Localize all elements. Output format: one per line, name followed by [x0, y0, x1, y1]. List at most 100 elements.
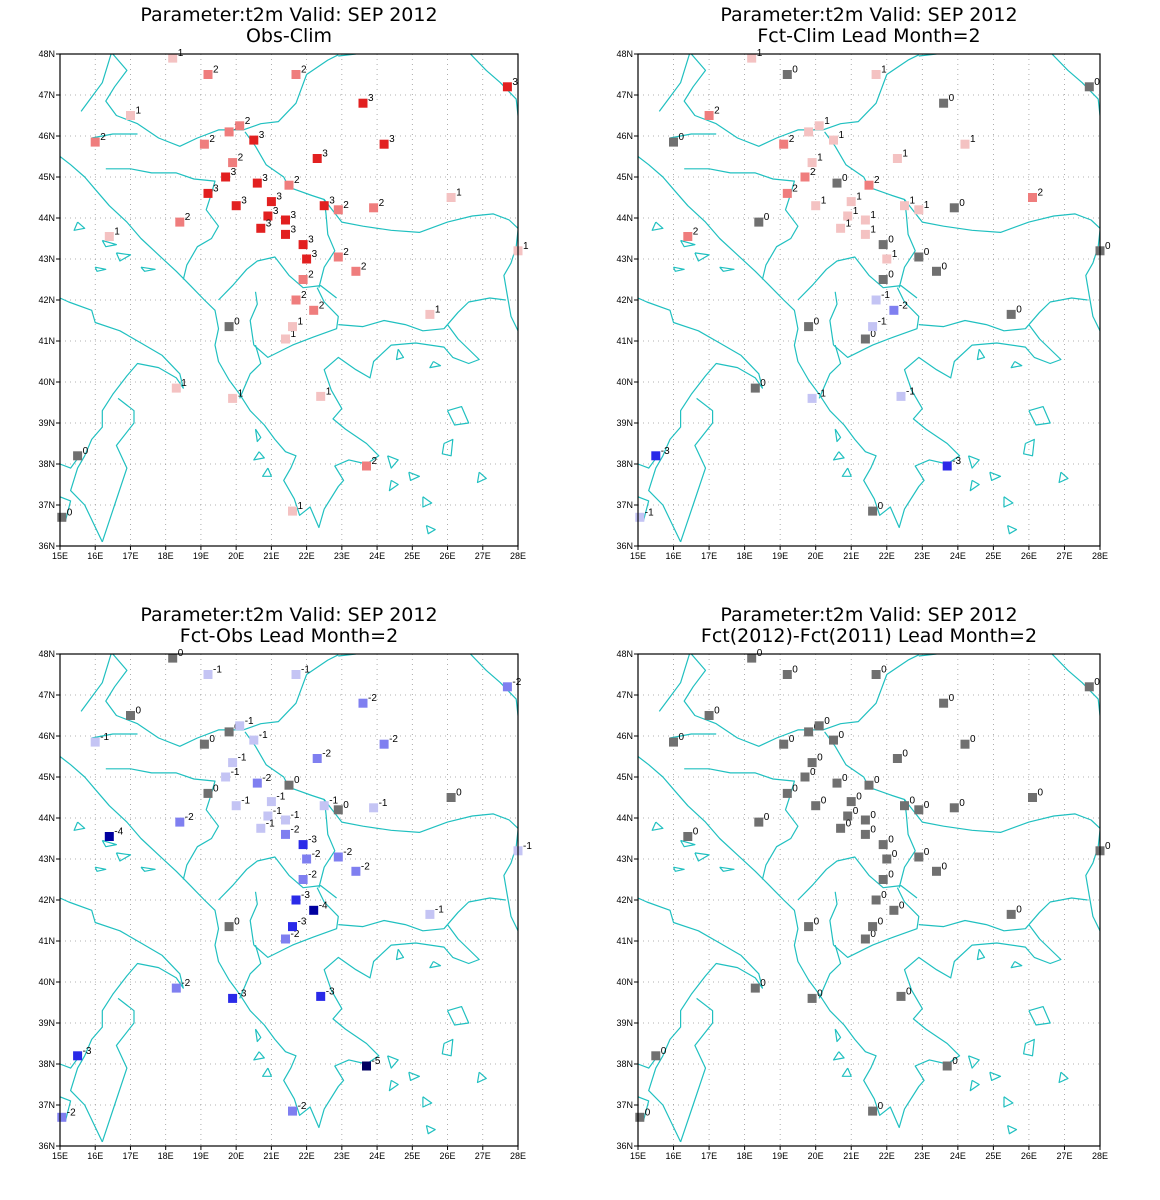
station-value: -3 — [83, 1046, 92, 1057]
station-marker: 0 — [1095, 241, 1111, 256]
station-marker: 0 — [1006, 304, 1022, 319]
station-square — [228, 758, 238, 768]
station-marker: 0 — [224, 917, 240, 932]
coastline — [422, 496, 433, 508]
station-square — [379, 739, 389, 749]
lat-tick-label: 38N — [38, 459, 55, 469]
station-square — [704, 711, 714, 720]
station-square — [73, 1051, 83, 1061]
coastline — [94, 866, 107, 872]
station-value: 3 — [231, 167, 237, 178]
lat-tick-label: 44N — [616, 213, 633, 223]
station-square — [298, 840, 308, 850]
station-value: 1 — [856, 192, 862, 203]
station-square — [203, 70, 213, 79]
station-square — [892, 154, 902, 163]
lon-tick-label: 18E — [158, 1151, 174, 1161]
station-value: 0 — [870, 929, 876, 940]
station-value: 1 — [291, 329, 297, 340]
station-value: 2 — [301, 290, 307, 301]
coastline — [446, 406, 470, 426]
station-marker: 0 — [203, 783, 219, 798]
station-value: -3 — [238, 988, 247, 999]
station-marker: -2 — [171, 978, 191, 993]
station-value: 1 — [523, 241, 529, 252]
station-value: -1 — [276, 792, 285, 803]
station-marker: -2 — [57, 1107, 76, 1122]
station-value: -2 — [368, 693, 377, 704]
station-marker: -4 — [309, 900, 328, 915]
lat-tick-label: 40N — [38, 377, 55, 387]
coastline — [1028, 406, 1051, 426]
station-value: 3 — [389, 134, 395, 145]
station-marker: 0 — [900, 796, 916, 811]
lat-tick-label: 36N — [38, 541, 55, 551]
station-marker: -1 — [266, 792, 286, 807]
station-value: 0 — [792, 783, 798, 794]
coastlines — [60, 54, 518, 543]
station-square — [878, 840, 888, 850]
station-square — [168, 53, 178, 63]
station-value: -1 — [238, 753, 247, 764]
lon-tick-label: 26E — [1021, 1151, 1037, 1161]
lon-tick-label: 19E — [772, 1151, 788, 1161]
coastline — [824, 131, 916, 288]
coastline — [244, 131, 336, 288]
station-square — [362, 1061, 371, 1071]
station-value: 0 — [817, 988, 823, 999]
station-value: 3 — [291, 224, 297, 235]
coastline — [683, 654, 920, 747]
map-panel-fct2012-fct2011: Parameter:t2m Valid: SEP 2012 Fct(2012)-… — [616, 604, 1111, 1161]
station-square — [1028, 793, 1037, 802]
station-square — [871, 895, 881, 905]
station-square — [900, 801, 909, 811]
lat-tick-label: 48N — [38, 49, 55, 59]
coastline — [80, 54, 112, 112]
station-marker: 3 — [221, 167, 237, 182]
coastline — [429, 960, 442, 969]
station-value: 1 — [924, 200, 930, 211]
lon-tick-label: 19E — [193, 551, 209, 561]
station-marker: 0 — [860, 810, 876, 825]
coastline — [101, 239, 118, 248]
coastline — [262, 467, 272, 477]
station-marker: -2 — [358, 693, 377, 708]
coastline — [672, 266, 685, 272]
station-value: 0 — [814, 317, 820, 328]
coastline — [244, 731, 336, 888]
station-marker: -2 — [351, 861, 370, 876]
station-marker: 0 — [871, 890, 887, 905]
station-marker: -3 — [316, 986, 335, 1001]
coastline — [1051, 54, 1100, 116]
station-value: 2 — [238, 153, 244, 164]
station-value: -3 — [952, 456, 961, 467]
station-value: -2 — [185, 812, 194, 823]
station-square — [635, 1112, 645, 1122]
station-square — [298, 275, 308, 284]
station-marker: 1 — [288, 501, 304, 516]
station-square — [1006, 309, 1016, 319]
station-value: 0 — [824, 716, 830, 727]
lon-tick-label: 26E — [1021, 551, 1037, 561]
station-marker: 3 — [358, 93, 374, 108]
station-square — [942, 1061, 952, 1071]
station-marker: 0 — [914, 800, 930, 815]
lon-tick-label: 27E — [1056, 1151, 1072, 1161]
station-square — [358, 98, 368, 108]
station-marker: 3 — [302, 249, 318, 264]
stations: 1223312222332333233332123321333321222210… — [57, 48, 529, 522]
coastline — [218, 856, 337, 901]
station-value: 0 — [878, 917, 884, 928]
station-marker: -1 — [221, 767, 240, 782]
lon-tick-label: 17E — [122, 1151, 138, 1161]
station-marker: 3 — [281, 210, 297, 225]
station-marker: -3 — [942, 456, 962, 471]
station-value: 0 — [888, 870, 894, 881]
station-square — [90, 737, 100, 747]
coastline — [719, 866, 735, 872]
coastline — [387, 455, 399, 469]
station-marker: 0 — [651, 1046, 667, 1061]
coastline — [101, 839, 118, 848]
station-square — [231, 801, 241, 811]
station-value: -1 — [329, 796, 338, 807]
